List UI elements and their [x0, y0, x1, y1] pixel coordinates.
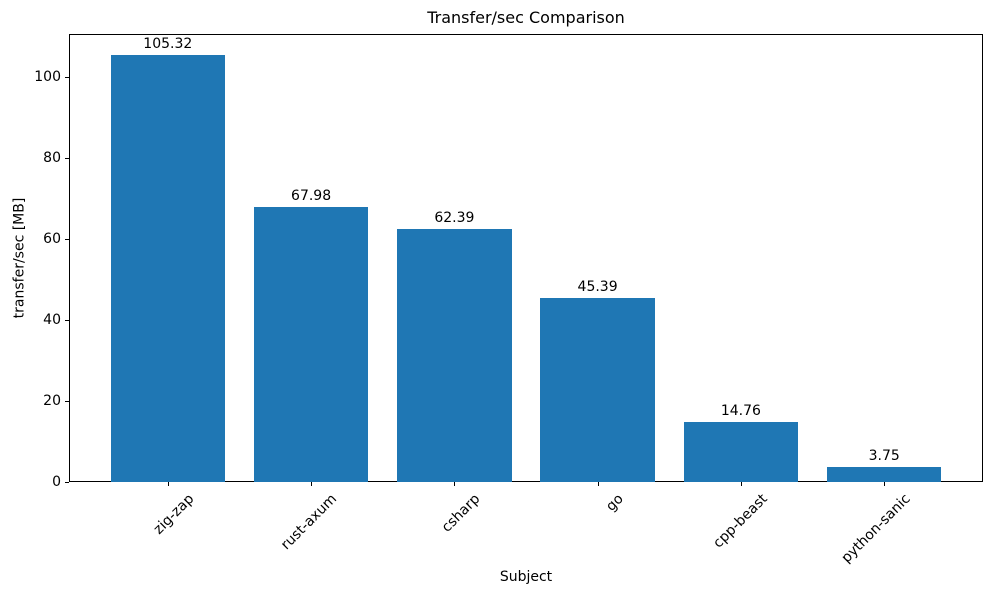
x-tick-mark [597, 482, 599, 486]
y-tick-mark [65, 157, 69, 159]
y-tick-mark [65, 401, 69, 402]
bar-go [540, 298, 655, 482]
bar-rust-axum [253, 206, 369, 482]
y-tick-label: 0 [52, 474, 61, 490]
y-tick-mark [65, 76, 69, 78]
y-tick-label: 60 [43, 231, 61, 247]
bar-python-sanic [826, 466, 942, 482]
y-tick-label: 80 [43, 149, 61, 166]
y-tick-label: 20 [43, 393, 61, 409]
bar-zig-zap [110, 55, 226, 482]
x-tick-mark [311, 482, 313, 486]
bar-value-label: 3.75 [868, 447, 900, 464]
y-tick-label: 100 [34, 68, 61, 85]
x-tick-label-csharp: csharp [439, 491, 484, 536]
bar-value-label: 14.76 [720, 403, 761, 420]
x-tick-mark [454, 482, 456, 486]
plot-area [69, 34, 983, 482]
bar-csharp [397, 229, 512, 482]
y-tick-mark [65, 239, 69, 240]
x-tick-label-rust-axum: rust-axum [278, 491, 341, 554]
x-axis-label: Subject [499, 569, 553, 585]
y-tick-label: 40 [43, 312, 61, 328]
bar-value-label: 105.32 [143, 36, 193, 53]
x-tick-label-python-sanic: python-sanic [838, 491, 914, 567]
x-tick-label-go: go [603, 491, 627, 515]
y-tick-mark [65, 320, 69, 321]
x-tick-mark [167, 482, 169, 486]
bar-cpp-beast [683, 422, 799, 482]
y-tick-mark [65, 482, 69, 483]
x-tick-mark [884, 482, 886, 486]
x-tick-mark [740, 482, 742, 486]
bar-value-label: 62.39 [434, 210, 475, 227]
bar-value-label: 67.98 [291, 187, 332, 204]
x-tick-label-cpp-beast: cpp-beast [709, 491, 771, 552]
y-axis-label: transfer/sec [MB] [11, 197, 28, 319]
x-tick-label-zig-zap: zig-zap [150, 491, 198, 538]
chart-title: Transfer/sec Comparison [427, 8, 625, 27]
bar-value-label: 45.39 [577, 279, 618, 296]
